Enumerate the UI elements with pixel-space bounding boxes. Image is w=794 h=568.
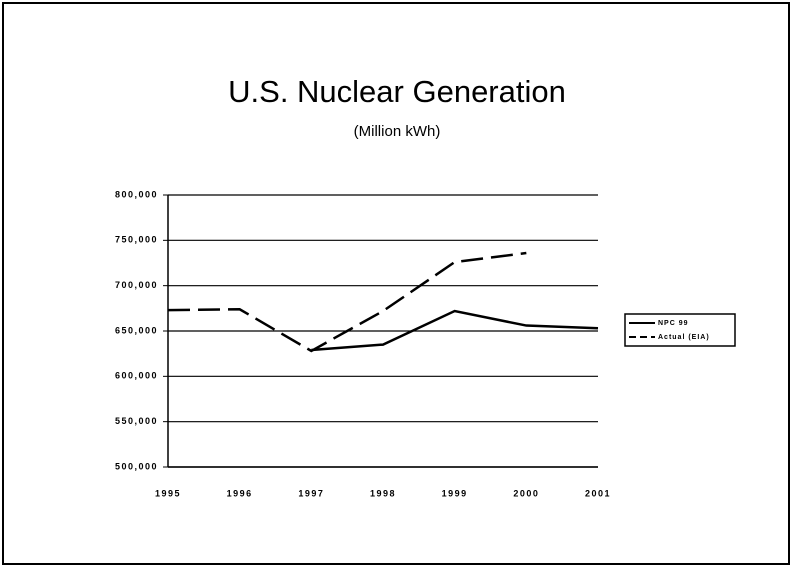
y-tick-label: 800,000	[115, 189, 158, 199]
x-tick-label: 1996	[227, 488, 253, 498]
legend-label: Actual (EIA)	[658, 334, 710, 341]
y-tick-label: 500,000	[115, 461, 158, 471]
y-tick-label: 700,000	[115, 280, 158, 290]
legend-label: NPC 99	[658, 320, 689, 327]
x-tick-label: 1997	[298, 488, 324, 498]
legend-box	[624, 313, 736, 347]
chart-title: U.S. Nuclear Generation	[228, 74, 566, 109]
y-tick-label: 750,000	[115, 235, 158, 245]
x-tick-label: 1998	[370, 488, 396, 498]
y-tick-label: 550,000	[115, 416, 158, 426]
x-tick-label: 2001	[585, 488, 611, 498]
y-tick-label: 600,000	[115, 371, 158, 381]
x-tick-label: 1999	[442, 488, 468, 498]
chart-subtitle: (Million kWh)	[354, 123, 441, 140]
x-tick-label: 2000	[513, 488, 539, 498]
y-tick-label: 650,000	[115, 325, 158, 335]
series-line	[311, 309, 599, 352]
x-tick-label: 1995	[155, 488, 181, 498]
series-line	[167, 251, 527, 353]
